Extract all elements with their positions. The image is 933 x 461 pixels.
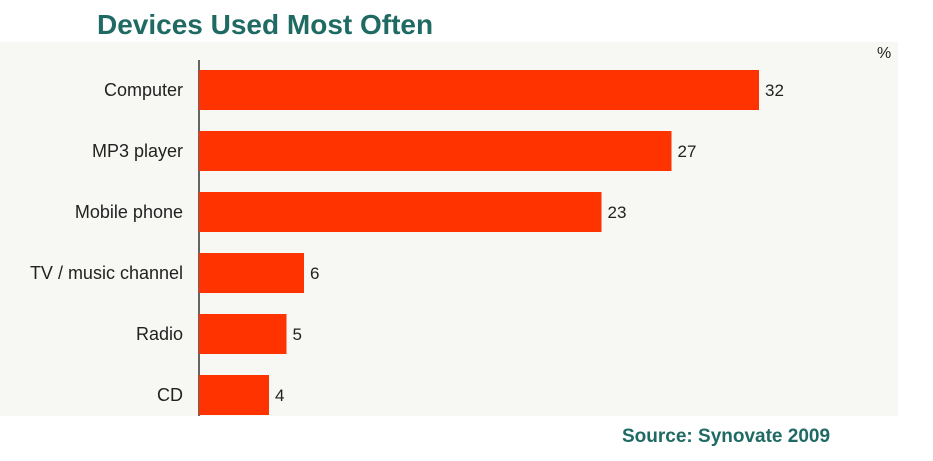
bar	[199, 70, 759, 110]
bar	[199, 192, 602, 232]
bar	[199, 375, 269, 415]
value-label: 32	[765, 81, 784, 100]
chart-title: Devices Used Most Often	[97, 9, 434, 40]
unit-label: %	[877, 45, 892, 62]
bar	[199, 314, 287, 354]
bar	[199, 131, 672, 171]
category-label: Computer	[104, 80, 183, 100]
category-label: Radio	[136, 324, 183, 344]
value-label: 6	[310, 264, 319, 283]
category-label: CD	[157, 385, 183, 405]
category-label: TV / music channel	[30, 263, 183, 283]
source-note: Source: Synovate 2009	[622, 426, 831, 447]
value-label: 5	[293, 325, 302, 344]
bar	[199, 253, 304, 293]
value-label: 27	[678, 142, 697, 161]
category-label: MP3 player	[92, 141, 183, 161]
value-label: 23	[608, 203, 627, 222]
category-label: Mobile phone	[75, 202, 183, 222]
value-label: 4	[275, 386, 284, 405]
